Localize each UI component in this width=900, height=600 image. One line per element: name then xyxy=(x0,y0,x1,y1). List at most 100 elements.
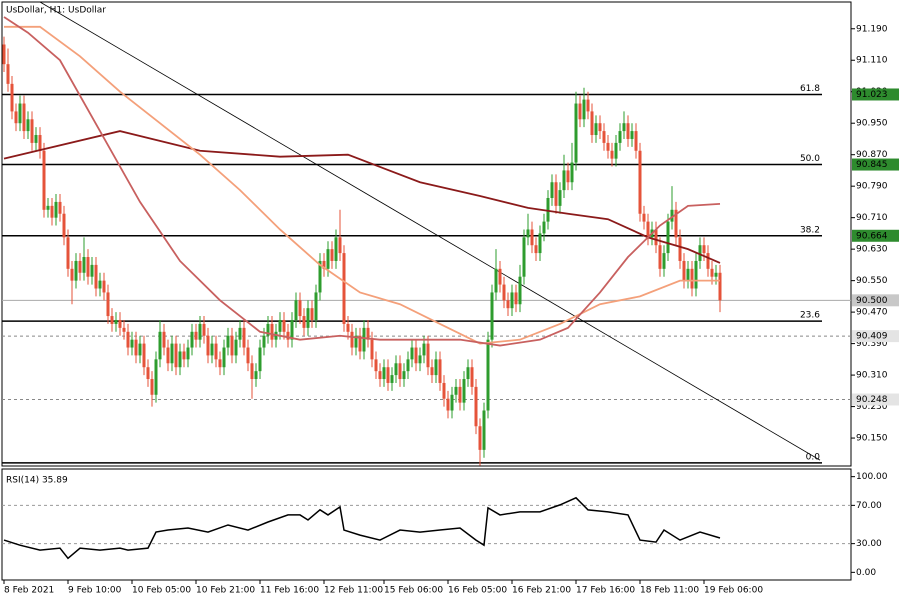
candle-body xyxy=(174,343,178,368)
fib-label: 0.0 xyxy=(806,452,821,462)
fib-label: 61.8 xyxy=(800,84,820,94)
candle-body xyxy=(314,292,318,320)
price-label-box xyxy=(852,294,899,307)
candle-body xyxy=(670,209,674,222)
candle-body xyxy=(714,272,718,277)
candle-body xyxy=(110,316,114,324)
candle-body xyxy=(558,190,562,206)
candle-body xyxy=(554,182,558,206)
candle-body xyxy=(262,335,266,348)
candle-body xyxy=(386,367,390,383)
candle-body xyxy=(430,367,434,376)
candle-body xyxy=(486,339,490,411)
price-label: 90.248 xyxy=(856,395,888,405)
candle-body xyxy=(62,213,66,238)
candle-body xyxy=(438,359,442,383)
candle-body xyxy=(126,331,130,348)
candle-body xyxy=(610,150,614,159)
candle-body xyxy=(434,359,438,376)
candle-body xyxy=(542,221,546,234)
candle-body xyxy=(626,123,630,139)
candle-body xyxy=(178,351,182,368)
candle-body xyxy=(210,343,214,356)
x-tick-label: 18 Feb 11:00 xyxy=(640,586,699,596)
candle-body xyxy=(690,268,694,289)
candle-body xyxy=(446,398,450,411)
candle-body xyxy=(674,209,678,238)
candle-body xyxy=(442,382,446,399)
candle-body xyxy=(634,131,638,151)
fib-label: 23.6 xyxy=(800,311,820,321)
candle-body xyxy=(582,99,586,120)
candle-body xyxy=(114,319,118,324)
candle-body xyxy=(646,221,650,238)
candle-body xyxy=(654,229,658,246)
candle-body xyxy=(246,347,250,364)
y-tick-label: 90.230 xyxy=(856,402,888,412)
candle-body xyxy=(630,131,634,139)
candle-body xyxy=(398,363,402,380)
candle-body xyxy=(534,245,538,254)
candle-body xyxy=(106,292,110,317)
y-tick-label: 70.00 xyxy=(856,501,882,511)
candle-body xyxy=(490,292,494,340)
candle-body xyxy=(658,245,662,269)
x-tick-label: 16 Feb 05:00 xyxy=(448,586,507,596)
candle-body xyxy=(298,300,302,317)
candle-body xyxy=(74,260,78,281)
candle-body xyxy=(466,367,470,380)
candle-body xyxy=(718,272,722,301)
price-label-box xyxy=(852,88,899,101)
candle-body xyxy=(122,327,126,332)
candle-body xyxy=(22,103,26,132)
price-label-box xyxy=(852,158,899,171)
candle-body xyxy=(338,237,342,254)
candle-body xyxy=(226,335,230,348)
candle-body xyxy=(510,292,514,309)
candle-body xyxy=(710,268,714,277)
candle-body xyxy=(422,343,426,356)
candle-body xyxy=(150,379,154,395)
line-series xyxy=(3,16,721,347)
candle-body xyxy=(402,371,406,380)
candle-body xyxy=(158,331,162,360)
candle-body xyxy=(202,323,206,336)
price-label: 90.664 xyxy=(856,231,888,241)
candle-body xyxy=(98,280,102,289)
y-tick-label: 90.790 xyxy=(856,182,888,192)
candle-body xyxy=(378,371,382,380)
candle-body xyxy=(250,363,254,380)
candle-body xyxy=(330,249,334,261)
candle-body xyxy=(326,249,330,269)
candle-body xyxy=(214,343,218,360)
x-tick-label: 10 Feb 05:00 xyxy=(132,586,191,596)
candle-body xyxy=(58,201,62,214)
y-tick-label: 90.710 xyxy=(856,213,888,223)
candle-body xyxy=(90,264,94,277)
line-series xyxy=(39,1,821,461)
y-tick-label: 90.150 xyxy=(856,434,888,444)
candle-body xyxy=(322,260,326,269)
candle-body xyxy=(586,99,590,112)
candle-body xyxy=(514,292,518,305)
candle-body xyxy=(598,123,602,132)
candle-body xyxy=(406,359,410,372)
candle-body xyxy=(414,347,418,364)
y-tick-label: 90.470 xyxy=(856,308,888,318)
candle-body xyxy=(562,170,566,191)
x-tick-label: 11 Feb 16:00 xyxy=(260,586,319,596)
y-tick-label: 30.00 xyxy=(856,539,882,549)
candle-body xyxy=(450,394,454,411)
y-tick-label: 90.550 xyxy=(856,276,888,286)
candle-body xyxy=(18,103,22,124)
candle-body xyxy=(698,245,702,261)
candle-body xyxy=(474,386,478,427)
candle-body xyxy=(254,371,258,380)
x-tick-label: 15 Feb 06:00 xyxy=(384,586,443,596)
candle-body xyxy=(146,367,150,380)
line-series xyxy=(4,25,720,345)
candle-body xyxy=(14,111,18,124)
price-label-box xyxy=(852,229,899,242)
candle-body xyxy=(390,375,394,383)
candle-body xyxy=(78,260,82,273)
